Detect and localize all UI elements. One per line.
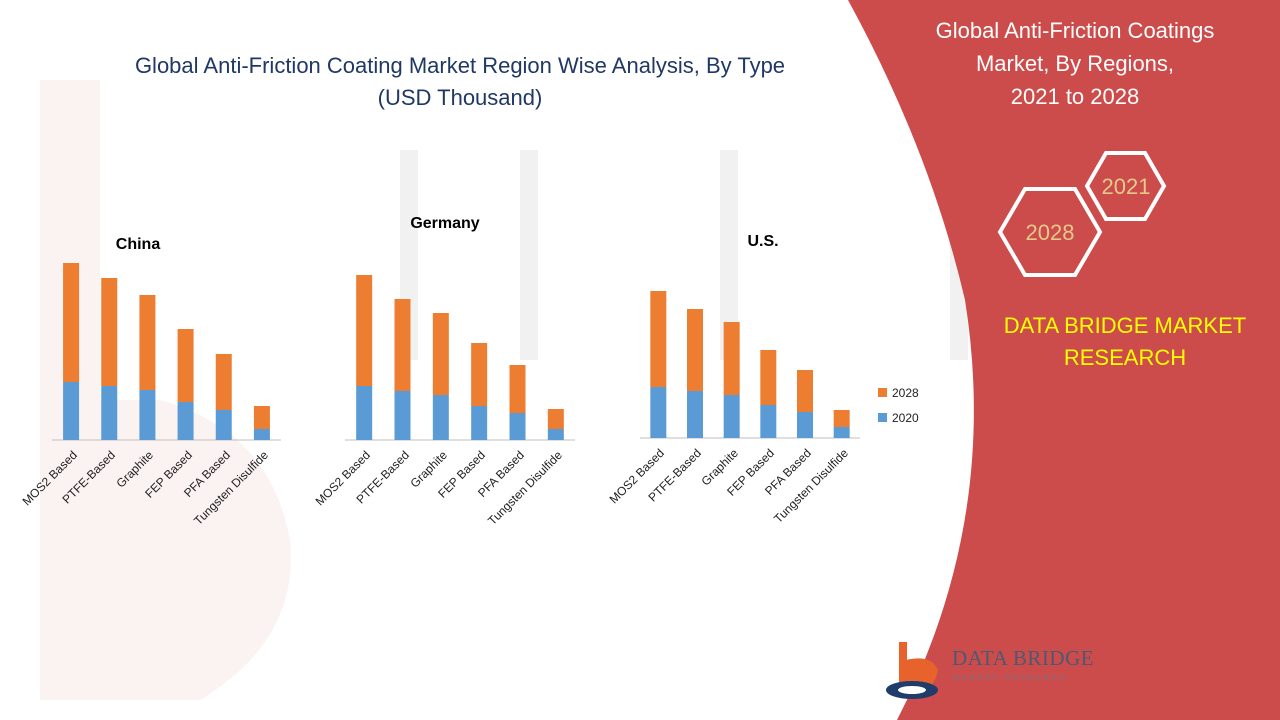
- main-title-line1: Global Anti-Friction Coating Market Regi…: [134, 53, 786, 78]
- data-bridge-logo-icon: [886, 642, 938, 699]
- bar-china-3-2028: [177, 329, 194, 402]
- bar-us-1-2020: [687, 391, 703, 438]
- legend-item-2020: 2020: [878, 405, 919, 430]
- bar-us-2-2020: [723, 395, 740, 438]
- hex-year-2028: 2028: [1025, 220, 1075, 245]
- bar-us-3-2028: [760, 350, 777, 405]
- bar-china-1-2028: [101, 278, 118, 386]
- side-panel-title-line1: Global Anti-Friction Coatings: [935, 18, 1215, 43]
- chart-title-china: China: [115, 236, 161, 253]
- bar-china-4-2020: [215, 410, 232, 440]
- chart-title-us: U.S.: [747, 233, 779, 250]
- bar-us-3-2020: [760, 405, 777, 438]
- bar-germany-0-2028: [356, 275, 373, 386]
- bar-china-2-2020: [139, 390, 156, 440]
- legend-label-2020: 2020: [892, 410, 919, 425]
- bar-china-5-2020: [253, 429, 270, 440]
- bar-us-0-2020: [650, 387, 667, 438]
- side-panel-title-line3: 2021 to 2028: [1010, 84, 1140, 109]
- side-panel-title: Global Anti-Friction Coatings Market, By…: [900, 14, 1250, 113]
- side-panel-title-line2: Market, By Regions,: [975, 51, 1175, 76]
- brand-line1: DATA BRIDGE MARKET: [1003, 313, 1247, 338]
- bar-germany-1-2020: [394, 391, 411, 440]
- bar-germany-2-2020: [432, 395, 449, 440]
- bar-china-4-2028: [215, 354, 232, 410]
- bar-germany-2-2028: [432, 313, 449, 395]
- bar-germany-1-2028: [394, 299, 411, 391]
- charts-layer: [52, 263, 860, 441]
- legend: 2028 2020: [878, 380, 919, 430]
- bar-china-2-2028: [139, 295, 156, 390]
- bar-china-0-2020: [63, 382, 80, 440]
- logo-name: DATA BRIDGE: [952, 646, 1095, 670]
- bar-us-4-2020: [797, 412, 813, 438]
- bar-germany-3-2020: [471, 406, 488, 440]
- logo-tagline: MARKET RESEARCH: [953, 675, 1068, 682]
- legend-swatch-2020: [878, 413, 887, 422]
- side-panel: [848, 0, 1280, 720]
- bar-us-4-2028: [797, 370, 813, 412]
- hexagon-2028: [997, 187, 1103, 277]
- bar-china-1-2020: [101, 386, 118, 440]
- legend-swatch-2028: [878, 388, 887, 397]
- bar-germany-5-2020: [547, 429, 564, 440]
- bar-us-1-2028: [687, 309, 703, 391]
- brand-line2: RESEARCH: [1063, 345, 1187, 370]
- bar-germany-5-2028: [547, 409, 564, 429]
- main-title-line2: (USD Thousand): [377, 85, 543, 110]
- bar-germany-4-2028: [509, 365, 526, 413]
- chart-title-germany: Germany: [410, 215, 480, 232]
- legend-item-2028: 2028: [878, 380, 919, 405]
- bar-germany-3-2028: [471, 343, 488, 406]
- hex-year-2021: 2021: [1101, 174, 1151, 199]
- hexagon-2021: [1084, 151, 1167, 221]
- bar-germany-0-2020: [356, 386, 373, 440]
- legend-label-2028: 2028: [892, 385, 919, 400]
- bar-us-5-2028: [833, 410, 850, 427]
- bar-us-5-2020: [833, 427, 850, 438]
- bar-china-5-2028: [253, 406, 270, 429]
- brand-text: DATA BRIDGE MARKET RESEARCH: [965, 310, 1280, 374]
- bar-china-3-2020: [177, 402, 194, 440]
- bar-us-2-2028: [723, 322, 740, 395]
- bar-china-0-2028: [63, 263, 80, 382]
- main-title: Global Anti-Friction Coating Market Regi…: [60, 50, 860, 114]
- bar-germany-4-2020: [509, 413, 526, 440]
- bar-us-0-2028: [650, 291, 667, 387]
